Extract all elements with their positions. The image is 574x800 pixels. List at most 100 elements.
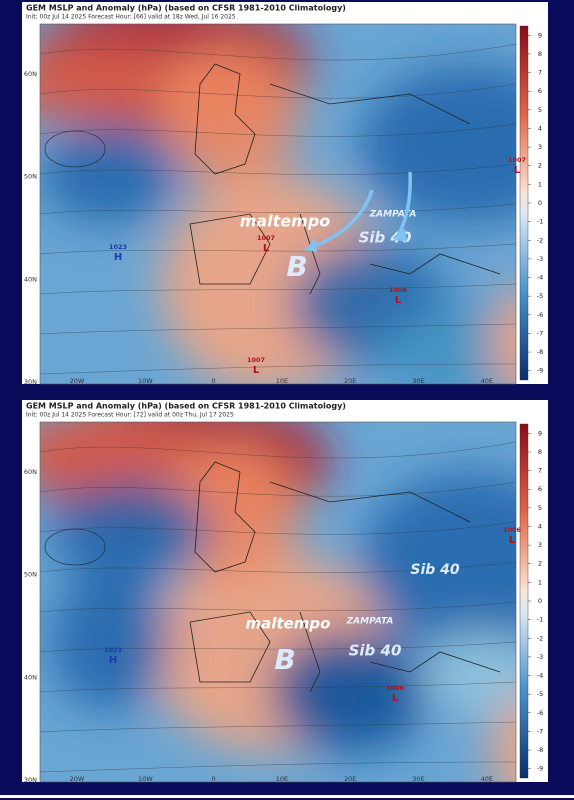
colorbar-label: -6 (537, 709, 543, 717)
colorbar-label: 9 (538, 429, 542, 437)
arrow (393, 171, 412, 241)
panel-info: Init: 00z Jul 14 2025 Forecast Hour: [66… (26, 14, 236, 21)
colorbar-label: 0 (538, 597, 542, 605)
arrow-head (395, 228, 407, 242)
low-value: 1006 (503, 526, 522, 534)
isobar (40, 521, 516, 535)
low-symbol: L (263, 243, 270, 254)
panel-info: Init: 00z Jul 14 2025 Forecast Hour: [72… (26, 412, 234, 419)
annotation: ZAMPATA (346, 617, 394, 627)
isobar (44, 528, 106, 566)
annotation: B (286, 250, 307, 283)
low-symbol: L (514, 165, 521, 176)
lon-label: 40E (481, 377, 493, 385)
colorbar (519, 423, 529, 779)
isobar (40, 481, 516, 497)
lon-label: 20W (70, 775, 85, 783)
isobar (40, 123, 516, 137)
colorbar-label: 5 (538, 504, 542, 512)
annotation: maltempo (240, 212, 331, 231)
colorbar-label: 5 (538, 106, 542, 114)
anomaly-blob (420, 632, 516, 712)
colorbar-label: -7 (537, 329, 543, 337)
colorbar-label: 2 (538, 560, 542, 568)
colorbar-label: -5 (537, 690, 543, 698)
high-value: 1023 (104, 646, 122, 654)
lat-label: 60N (24, 70, 37, 78)
isobar (40, 681, 516, 693)
anomaly-blob (40, 422, 200, 492)
annotation: B (274, 643, 295, 676)
colorbar-label: 9 (538, 31, 542, 39)
coastline (189, 461, 501, 693)
isobar (40, 203, 516, 215)
isobar (40, 363, 516, 375)
isobar (40, 761, 516, 773)
lon-label: 10W (138, 377, 153, 385)
colorbar-label: 7 (538, 467, 542, 475)
low-value: 1007 (247, 356, 265, 364)
isobar (40, 283, 516, 295)
colorbar-label: -8 (537, 348, 543, 356)
colorbar-label: -5 (537, 292, 543, 300)
colorbar-label: -3 (537, 653, 543, 661)
colorbar-label: 3 (538, 541, 542, 549)
isobar (40, 163, 516, 175)
map-frame (39, 421, 517, 783)
colorbar-label: 0 (538, 199, 542, 207)
isobar (44, 130, 106, 168)
lon-label: 0 (212, 377, 216, 385)
bottom-rule (0, 795, 574, 798)
isobar (40, 43, 516, 61)
anomaly-blob (490, 291, 516, 384)
low-value: 1007 (508, 156, 526, 164)
anomaly-blob (490, 699, 516, 782)
colorbar-label: -4 (537, 672, 543, 680)
colorbar-label: -8 (537, 746, 543, 754)
colorbar-label: 7 (538, 69, 542, 77)
lon-label: 10E (276, 775, 288, 783)
lon-label: 40E (481, 775, 493, 783)
low-symbol: L (509, 535, 516, 546)
map-field (40, 24, 516, 384)
low-symbol: L (395, 295, 402, 306)
lon-label: 20W (70, 377, 85, 385)
anomaly-blob (50, 482, 210, 582)
lat-label: 50N (24, 571, 37, 579)
colorbar-label: -2 (537, 634, 543, 642)
high-symbol: H (114, 252, 122, 263)
annotation: Sib 40 (349, 642, 402, 660)
lon-label: 0 (212, 775, 216, 783)
colorbar-label: 8 (538, 50, 542, 58)
colorbar-label: -3 (537, 255, 543, 263)
lat-label: 40N (24, 673, 37, 681)
colorbar-label: 6 (538, 485, 542, 493)
low-value: 1006 (386, 684, 405, 692)
colorbar-label: 3 (538, 143, 542, 151)
lon-label: 20E (344, 775, 356, 783)
low-symbol: L (392, 693, 399, 704)
colorbar-label: -9 (537, 367, 543, 375)
anomaly-blob (360, 64, 516, 224)
panel-title: GEM MSLP and Anomaly (hPa) (based on CFS… (26, 402, 346, 411)
anomaly-blob (50, 572, 170, 712)
colorbar-label: 8 (538, 448, 542, 456)
colorbar-label: 1 (538, 578, 542, 586)
anomaly-shading (40, 24, 516, 384)
annotation: ZAMPATA (369, 210, 417, 220)
colorbar-label: 4 (538, 522, 542, 530)
anomaly-blob (360, 472, 516, 652)
anomaly-blob (160, 44, 300, 184)
lon-label: 10W (138, 775, 153, 783)
lon-label: 30E (412, 377, 424, 385)
map-panel: GEM MSLP and Anomaly (hPa) (based on CFS… (22, 2, 548, 386)
isobar (40, 561, 516, 573)
colorbar-label: 1 (538, 180, 542, 188)
colorbar-label: 6 (538, 87, 542, 95)
low-symbol: L (253, 365, 260, 376)
lat-label: 30N (24, 378, 37, 386)
colorbar-label: -9 (537, 765, 543, 773)
colorbar-label: -2 (537, 236, 543, 244)
anomaly-blob (40, 124, 180, 224)
